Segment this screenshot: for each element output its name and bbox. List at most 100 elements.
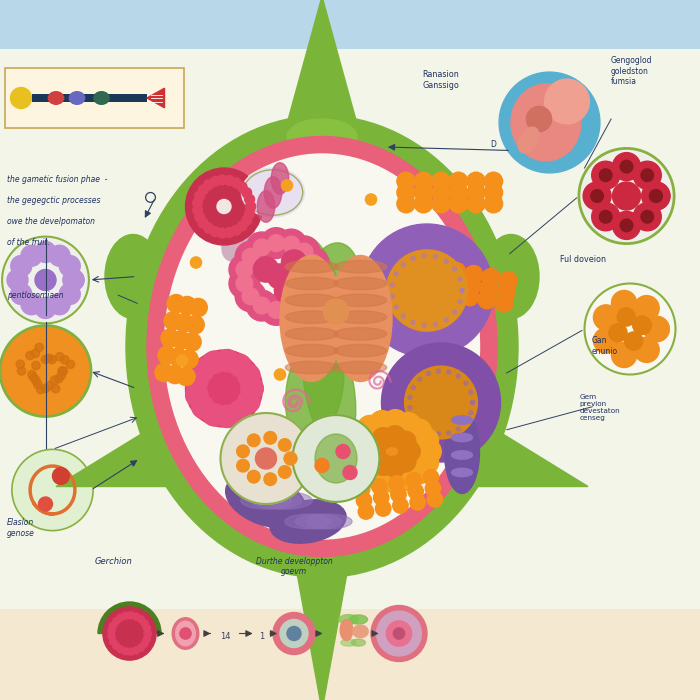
Text: Elaslon
genose: Elaslon genose xyxy=(7,518,35,538)
Circle shape xyxy=(422,253,426,258)
Circle shape xyxy=(279,439,291,452)
Ellipse shape xyxy=(351,639,365,646)
Circle shape xyxy=(217,228,227,238)
Circle shape xyxy=(216,349,239,372)
Circle shape xyxy=(245,209,255,218)
Ellipse shape xyxy=(280,256,343,382)
Circle shape xyxy=(395,466,421,491)
Circle shape xyxy=(296,243,313,260)
Circle shape xyxy=(235,281,266,312)
Circle shape xyxy=(21,294,42,315)
Circle shape xyxy=(176,355,188,366)
Circle shape xyxy=(343,466,357,480)
Circle shape xyxy=(414,195,433,213)
Circle shape xyxy=(261,228,292,258)
Circle shape xyxy=(210,176,220,186)
Circle shape xyxy=(281,250,307,275)
Circle shape xyxy=(357,489,360,492)
Circle shape xyxy=(222,252,225,256)
Circle shape xyxy=(383,468,408,493)
Text: of the fruit.: of the fruit. xyxy=(7,238,50,247)
Circle shape xyxy=(405,455,409,458)
Circle shape xyxy=(280,620,308,648)
Circle shape xyxy=(232,237,236,241)
Circle shape xyxy=(256,448,276,469)
Circle shape xyxy=(158,346,176,365)
Circle shape xyxy=(449,172,468,190)
Ellipse shape xyxy=(306,514,352,529)
Circle shape xyxy=(620,219,633,232)
Ellipse shape xyxy=(329,256,392,382)
Circle shape xyxy=(63,270,84,290)
Circle shape xyxy=(46,382,54,390)
Circle shape xyxy=(164,312,182,330)
Circle shape xyxy=(108,627,115,634)
Circle shape xyxy=(244,465,248,468)
Circle shape xyxy=(650,190,662,202)
Ellipse shape xyxy=(272,163,288,194)
Circle shape xyxy=(60,256,80,276)
Circle shape xyxy=(225,176,235,186)
Circle shape xyxy=(373,428,394,449)
Circle shape xyxy=(365,447,386,468)
Circle shape xyxy=(334,494,337,498)
Circle shape xyxy=(281,180,293,191)
Circle shape xyxy=(436,400,440,404)
Circle shape xyxy=(180,628,191,639)
Ellipse shape xyxy=(444,410,480,494)
Circle shape xyxy=(225,228,235,237)
Circle shape xyxy=(399,228,402,232)
Circle shape xyxy=(612,342,637,368)
Circle shape xyxy=(411,415,415,419)
Circle shape xyxy=(253,239,270,256)
Circle shape xyxy=(245,195,255,204)
Circle shape xyxy=(356,493,372,508)
Circle shape xyxy=(406,473,421,488)
Circle shape xyxy=(644,316,669,342)
Circle shape xyxy=(397,183,415,202)
Circle shape xyxy=(287,199,290,203)
Circle shape xyxy=(445,345,449,349)
Circle shape xyxy=(231,225,241,235)
Ellipse shape xyxy=(286,332,344,443)
Circle shape xyxy=(50,376,59,384)
Circle shape xyxy=(399,441,420,462)
Circle shape xyxy=(609,323,627,342)
Circle shape xyxy=(377,611,421,656)
Circle shape xyxy=(436,432,440,436)
Circle shape xyxy=(218,430,221,433)
Circle shape xyxy=(499,72,600,173)
Circle shape xyxy=(591,190,603,202)
Circle shape xyxy=(203,351,225,374)
Circle shape xyxy=(248,470,260,483)
Circle shape xyxy=(29,374,38,382)
Circle shape xyxy=(464,381,468,385)
Circle shape xyxy=(144,630,151,637)
Ellipse shape xyxy=(222,222,254,261)
Circle shape xyxy=(239,458,242,462)
Ellipse shape xyxy=(353,625,368,638)
Circle shape xyxy=(432,172,450,190)
Circle shape xyxy=(258,475,261,479)
Circle shape xyxy=(470,400,475,405)
Circle shape xyxy=(393,468,396,471)
Circle shape xyxy=(456,427,461,431)
Circle shape xyxy=(66,360,75,368)
Circle shape xyxy=(229,400,251,423)
Text: D: D xyxy=(490,140,496,149)
Circle shape xyxy=(460,288,464,293)
Circle shape xyxy=(482,269,500,287)
Circle shape xyxy=(10,284,32,304)
Ellipse shape xyxy=(452,451,472,459)
Circle shape xyxy=(253,257,279,282)
Circle shape xyxy=(258,214,261,218)
Circle shape xyxy=(354,482,370,497)
Circle shape xyxy=(229,354,251,377)
Circle shape xyxy=(433,410,437,413)
Circle shape xyxy=(49,245,70,266)
Circle shape xyxy=(186,370,208,393)
FancyBboxPatch shape xyxy=(0,0,700,49)
Circle shape xyxy=(642,182,670,210)
Circle shape xyxy=(469,411,473,415)
Text: Ful doveion: Ful doveion xyxy=(560,256,606,265)
